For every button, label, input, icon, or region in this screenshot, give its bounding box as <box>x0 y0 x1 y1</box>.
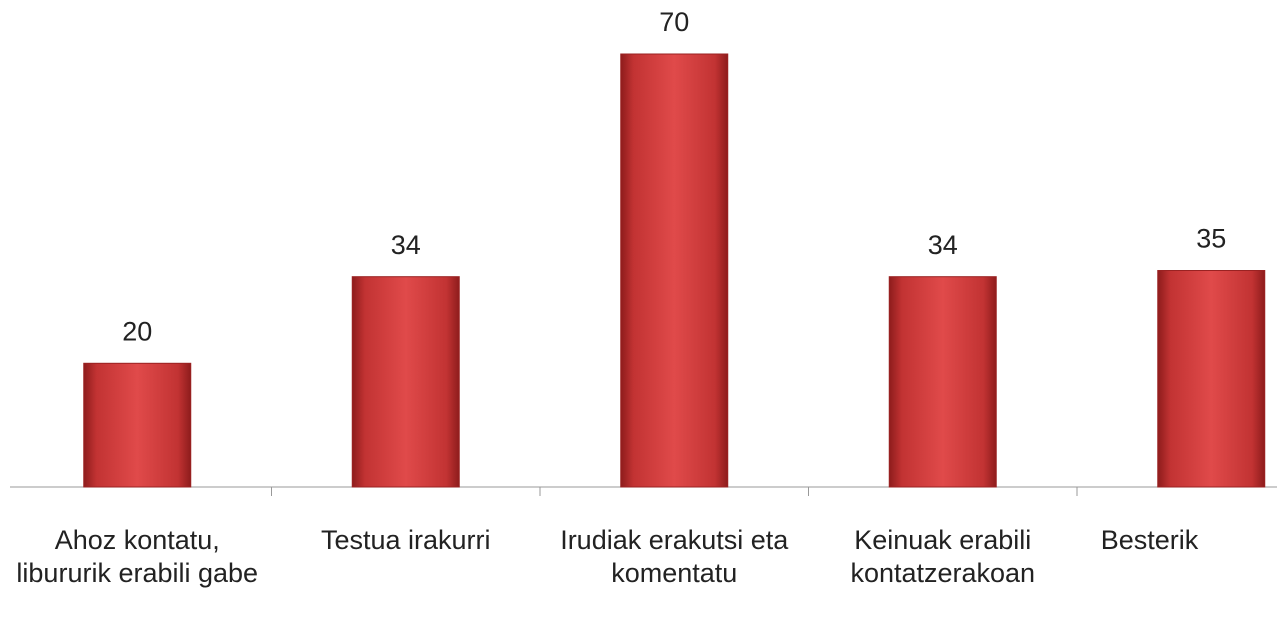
x-tick-label: Ahoz kontatu, libururik erabili gabe <box>16 525 259 588</box>
x-tick-label: Irudiak erakutsi eta komentatu <box>560 525 789 588</box>
value-label: 34 <box>928 230 958 260</box>
bar <box>620 53 729 488</box>
value-label: 34 <box>391 230 421 260</box>
value-label: 70 <box>659 7 689 37</box>
x-tick-label: Testua irakurri <box>320 525 491 555</box>
value-label: 35 <box>1196 224 1226 254</box>
bar <box>888 276 997 488</box>
x-tick-label: Besterik <box>1100 525 1199 555</box>
bar <box>351 276 460 488</box>
x-tick-label: Keinuak erabili kontatzerakoan <box>850 525 1036 588</box>
bar <box>1157 270 1266 488</box>
value-label: 20 <box>122 316 152 346</box>
bar <box>83 362 192 488</box>
